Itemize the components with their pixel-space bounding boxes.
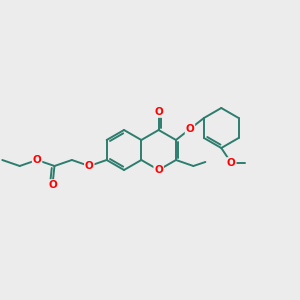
Text: O: O bbox=[186, 124, 194, 134]
Text: O: O bbox=[227, 158, 236, 168]
Text: O: O bbox=[154, 107, 163, 117]
Text: O: O bbox=[85, 161, 94, 171]
Text: O: O bbox=[33, 155, 41, 165]
Text: O: O bbox=[154, 165, 163, 175]
Text: O: O bbox=[48, 180, 57, 190]
